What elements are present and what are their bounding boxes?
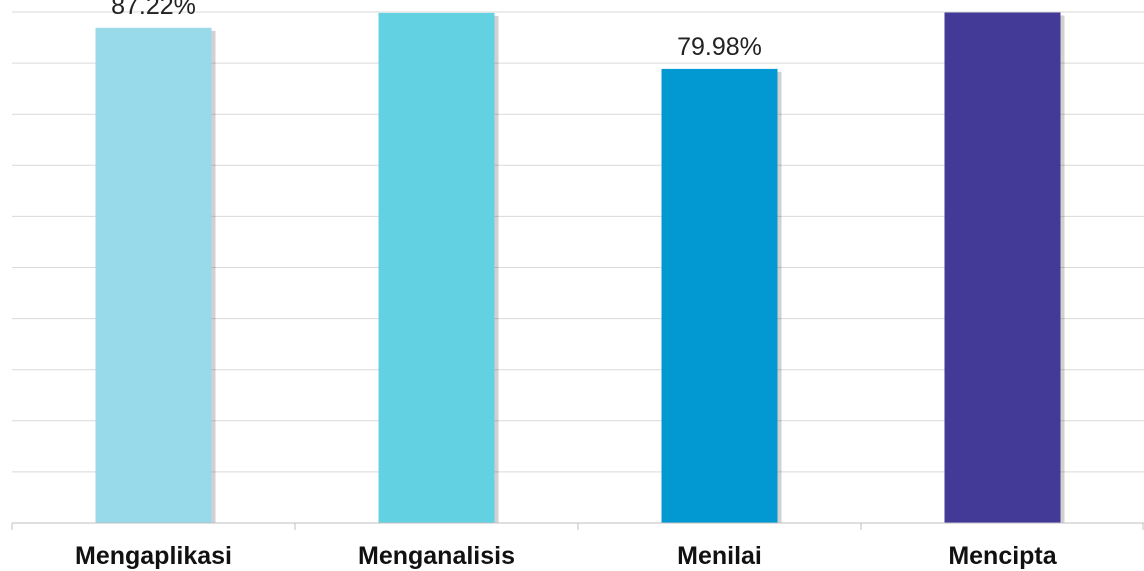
data-label: 89.84% xyxy=(394,0,479,5)
x-axis xyxy=(11,522,1144,530)
data-label: 89.91% xyxy=(960,0,1045,5)
data-label: 79.98% xyxy=(677,33,762,61)
bar-mengaplikasi xyxy=(95,27,212,524)
bar-mencipta xyxy=(944,12,1061,523)
bar-menganalisis xyxy=(378,12,495,524)
category-label: Menganalisis xyxy=(358,542,515,570)
category-label: Mengaplikasi xyxy=(75,542,232,570)
data-label: 87.22% xyxy=(111,0,196,20)
category-labels: Mengaplikasi Menganalisis Menilai Mencipta xyxy=(75,542,1058,570)
bar-menilai xyxy=(661,68,778,524)
bars xyxy=(95,12,1065,524)
data-labels: 87.22% 89.84% 79.98% 89.91% xyxy=(111,0,1045,61)
category-label: Menilai xyxy=(677,542,762,570)
category-label: Mencipta xyxy=(948,542,1057,570)
